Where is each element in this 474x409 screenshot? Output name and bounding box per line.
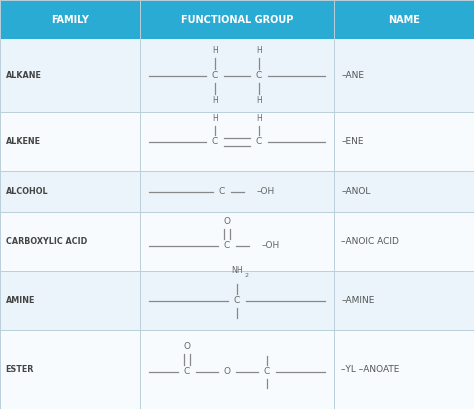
Text: O: O (224, 217, 230, 226)
Bar (0, 0, 140, 39)
Bar (0, 271, 474, 330)
Text: O: O (224, 367, 230, 376)
Text: C: C (212, 137, 218, 146)
Text: C: C (224, 241, 230, 250)
Text: C: C (219, 187, 225, 196)
Text: –ANE: –ANE (341, 71, 365, 80)
Text: H: H (212, 46, 218, 55)
Text: H: H (256, 46, 262, 55)
Text: AMINE: AMINE (6, 296, 35, 305)
Text: H: H (212, 114, 218, 123)
Text: ALKENE: ALKENE (6, 137, 41, 146)
Text: C: C (264, 367, 270, 376)
Text: –ENE: –ENE (341, 137, 364, 146)
Text: –OH: –OH (262, 241, 280, 250)
Text: –ANOL: –ANOL (341, 187, 371, 196)
Text: NAME: NAME (388, 15, 420, 25)
Text: CARBOXYLIC ACID: CARBOXYLIC ACID (6, 237, 87, 246)
Bar (0, 39, 474, 112)
Bar (0, 112, 474, 171)
Text: H: H (256, 114, 262, 123)
Text: –ANOIC ACID: –ANOIC ACID (341, 237, 399, 246)
Text: FUNCTIONAL GROUP: FUNCTIONAL GROUP (181, 15, 293, 25)
Text: ALCOHOL: ALCOHOL (6, 187, 48, 196)
Text: NH: NH (231, 266, 243, 275)
Text: –YL –ANOATE: –YL –ANOATE (341, 365, 400, 374)
Text: 2: 2 (244, 273, 248, 278)
Bar (334, 0, 474, 39)
Text: H: H (256, 96, 262, 105)
Text: C: C (184, 367, 190, 376)
Text: –OH: –OH (257, 187, 275, 196)
Text: O: O (183, 342, 191, 351)
Text: FAMILY: FAMILY (51, 15, 89, 25)
Text: ESTER: ESTER (6, 365, 34, 374)
Bar (140, 0, 334, 39)
Bar (0, 330, 474, 409)
Bar (0, 171, 474, 212)
Bar (0, 212, 474, 271)
Text: C: C (212, 71, 218, 80)
Text: C: C (256, 71, 262, 80)
Text: –AMINE: –AMINE (341, 296, 374, 305)
Text: H: H (212, 96, 218, 105)
Text: C: C (234, 296, 240, 305)
Text: C: C (256, 137, 262, 146)
Text: ALKANE: ALKANE (6, 71, 42, 80)
